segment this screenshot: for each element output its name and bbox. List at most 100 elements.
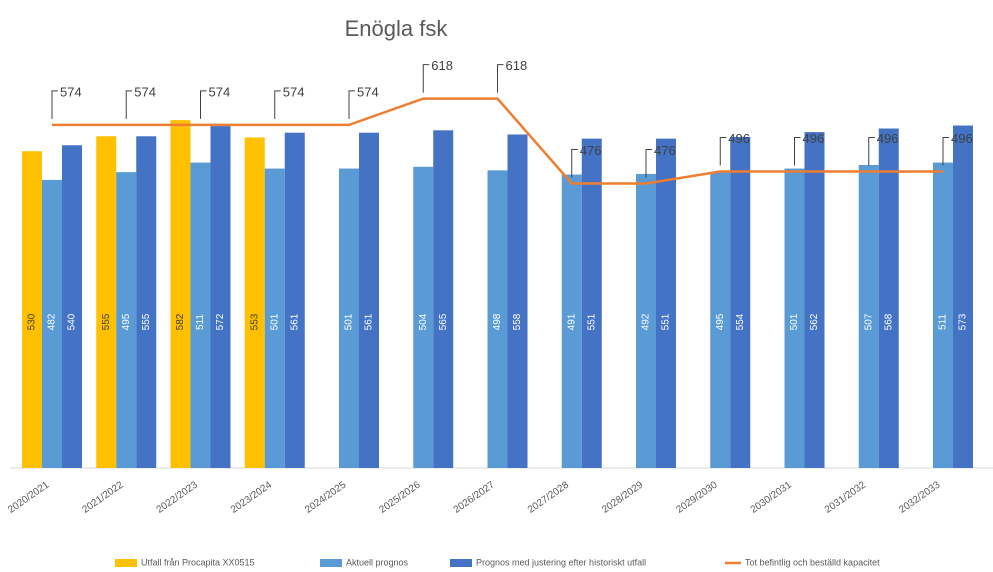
label-leader — [422, 64, 430, 93]
data-label: 574 — [209, 84, 231, 99]
label-leader — [497, 64, 504, 93]
legend-swatch — [450, 559, 472, 567]
data-label: 491 — [566, 313, 577, 330]
x-tick-label: 2020/2021 — [6, 479, 51, 515]
label-leader — [794, 137, 801, 166]
bar — [656, 138, 676, 468]
bar — [413, 166, 434, 469]
data-label: 555 — [141, 313, 152, 330]
x-tick-label: 2029/2030 — [674, 479, 719, 515]
bar — [136, 136, 157, 468]
legend-swatch — [320, 559, 342, 567]
x-tick-label: 2023/2024 — [229, 479, 274, 515]
data-label: 618 — [506, 58, 528, 73]
bar — [487, 170, 508, 468]
x-tick-label: 2021/2022 — [80, 479, 125, 515]
data-label: 492 — [641, 313, 652, 330]
data-label: 501 — [344, 313, 355, 330]
legend-label: Utfall från Procapita XX0515 — [141, 557, 255, 567]
data-label: 501 — [269, 313, 280, 330]
bar — [339, 168, 359, 468]
label-leader — [200, 90, 207, 119]
bar — [22, 151, 42, 468]
bar — [244, 137, 265, 469]
bar — [933, 162, 953, 468]
bar — [581, 138, 602, 468]
data-label: 562 — [809, 313, 820, 330]
legend-label: Prognos med justering efter historiskt u… — [476, 557, 646, 567]
data-label: 540 — [67, 313, 78, 330]
data-label: 551 — [661, 313, 672, 330]
data-label: 476 — [580, 143, 602, 158]
bar — [433, 130, 454, 469]
label-leader — [348, 90, 355, 119]
data-label: 511 — [938, 314, 949, 330]
bar — [878, 128, 899, 469]
bar — [507, 134, 528, 468]
x-tick-label: 2032/2033 — [897, 479, 942, 515]
bar — [858, 164, 879, 468]
x-tick-label: 2026/2027 — [452, 479, 497, 515]
bar — [210, 126, 231, 469]
x-tick-label: 2025/2026 — [377, 479, 422, 515]
data-label: 498 — [492, 313, 503, 330]
data-label: 561 — [289, 313, 300, 330]
label-leader — [719, 137, 727, 166]
label-leader — [942, 137, 949, 166]
bar — [784, 168, 805, 468]
data-label: 574 — [60, 84, 82, 99]
legend-swatch — [115, 559, 137, 567]
label-leader — [125, 90, 133, 119]
data-label: 476 — [654, 143, 676, 158]
data-label: 504 — [418, 313, 429, 330]
x-tick-label: 2022/2023 — [155, 479, 200, 515]
bar — [710, 172, 731, 468]
label-leader — [274, 90, 281, 119]
bar — [42, 179, 62, 468]
bar — [116, 172, 137, 468]
bar — [804, 132, 825, 468]
data-label: 574 — [357, 84, 379, 99]
data-label: 565 — [438, 313, 449, 330]
data-label: 496 — [951, 131, 973, 146]
data-label: 511 — [195, 314, 206, 330]
data-label: 551 — [586, 313, 597, 330]
data-label: 507 — [863, 313, 874, 330]
data-label: 482 — [47, 313, 58, 330]
data-label: 572 — [215, 313, 226, 330]
data-label: 561 — [364, 313, 375, 330]
data-label: 558 — [512, 313, 523, 330]
data-label: 574 — [283, 84, 305, 99]
bar — [170, 120, 191, 468]
data-label: 495 — [121, 313, 132, 330]
label-leader — [868, 137, 875, 166]
bar — [284, 132, 305, 469]
data-label: 554 — [735, 313, 746, 330]
data-label: 582 — [175, 313, 186, 330]
data-label: 495 — [715, 313, 726, 330]
bar — [62, 145, 82, 468]
bar — [190, 162, 211, 468]
data-label: 574 — [134, 84, 156, 99]
bar — [359, 132, 379, 469]
data-label: 555 — [101, 313, 112, 330]
data-label: 573 — [958, 313, 969, 330]
x-tick-label: 2028/2029 — [600, 479, 645, 515]
data-label: 496 — [803, 131, 825, 146]
data-label: 530 — [27, 313, 38, 330]
x-tick-label: 2027/2028 — [526, 479, 571, 515]
data-label: 496 — [877, 131, 899, 146]
bar — [264, 168, 285, 468]
chart-title: Enögla fsk — [345, 16, 449, 41]
label-leader — [645, 148, 652, 178]
bar — [730, 136, 751, 468]
label-leader — [571, 148, 578, 178]
bar — [96, 136, 117, 468]
data-label: 568 — [883, 313, 894, 330]
data-label: 501 — [789, 313, 800, 330]
x-tick-label: 2031/2032 — [823, 479, 868, 515]
data-label: 618 — [431, 58, 453, 73]
data-label: 553 — [249, 313, 260, 330]
legend-label: Tot befintlig och beställd kapacitet — [745, 557, 880, 567]
